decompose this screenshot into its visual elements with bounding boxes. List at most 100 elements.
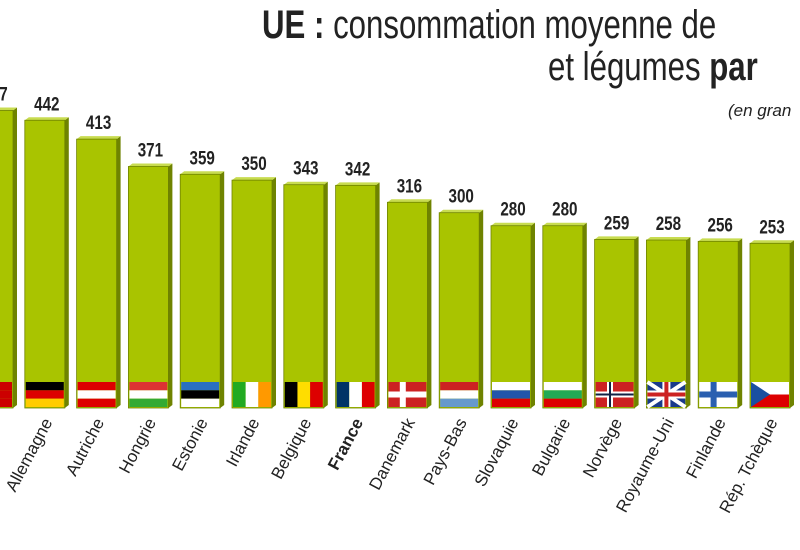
flag-part (25, 398, 64, 407)
value-label: 359 (190, 147, 215, 169)
value-label: 350 (241, 152, 266, 174)
title-line-1: UE : consommation moyenne de (262, 2, 716, 47)
value-label: 259 (604, 212, 629, 234)
flag-part (258, 382, 271, 407)
value-label-wrap: 371 (138, 139, 164, 161)
flag-part (77, 390, 116, 399)
flag-part (310, 382, 323, 407)
value-label-wrap: 413 (86, 111, 111, 133)
value-label: 258 (656, 212, 682, 234)
value-label-wrap: 442 (34, 93, 59, 115)
x-label-wrap: France (324, 415, 367, 473)
x-label-wrap: Slovaquie (471, 415, 523, 490)
x-label-wrap: Finlande (682, 415, 729, 482)
flag (284, 382, 323, 407)
flag (181, 382, 220, 407)
flag-part (25, 382, 64, 391)
bar-top (283, 181, 328, 185)
flag (646, 380, 687, 409)
value-label-wrap: 343 (293, 157, 318, 179)
flag-part (297, 382, 311, 407)
flag-part (129, 398, 168, 407)
bar (24, 119, 66, 409)
x-tick-label: Belgique (267, 415, 315, 482)
x-tick-label: Hongrie (115, 415, 160, 476)
x-label-wrap: Danemark (365, 415, 419, 494)
flag-part (595, 393, 634, 396)
value-label: 256 (708, 214, 733, 236)
x-label-wrap: Estonie (168, 415, 211, 474)
value-label-wrap: 359 (190, 147, 215, 169)
flag (336, 382, 375, 407)
value-label: 316 (397, 175, 422, 197)
flag (129, 382, 168, 407)
bar-side (582, 222, 587, 408)
flag-part (0, 390, 12, 399)
flag-part (245, 382, 259, 407)
flag (492, 382, 530, 407)
title-rest: consommation moyenne de (333, 2, 716, 47)
value-label-wrap: 259 (604, 212, 629, 234)
value-label: 280 (500, 198, 525, 220)
value-label: 371 (138, 139, 164, 161)
bar-side (479, 209, 484, 408)
value-label-wrap: 316 (397, 175, 422, 197)
flag-part (233, 382, 246, 407)
bar-side (116, 136, 121, 408)
flag-part (543, 398, 582, 407)
bar-top (750, 240, 794, 244)
bar (231, 179, 273, 409)
bar (542, 225, 584, 409)
bar (749, 242, 791, 409)
flag (25, 382, 64, 407)
flag-part (181, 398, 220, 407)
value-label-wrap: 350 (241, 152, 266, 174)
flag-part (25, 390, 64, 399)
value-label-wrap: 300 (449, 185, 474, 207)
flag-part (181, 382, 220, 391)
value-label: 457 (0, 83, 8, 105)
flag (543, 382, 582, 407)
flag-part (440, 398, 479, 407)
flag-part (129, 390, 168, 399)
title-line2-bold: par (709, 44, 758, 89)
flag-part (336, 382, 350, 407)
x-label-wrap: Autriche (62, 415, 108, 479)
x-tick-label: Autriche (62, 415, 108, 479)
bar-top (24, 117, 69, 121)
bar-top (232, 177, 276, 181)
bar-top (491, 222, 535, 226)
bar-side (13, 107, 17, 409)
subtitle: (en gran (728, 101, 791, 120)
value-label: 300 (449, 185, 474, 207)
bar (179, 173, 221, 409)
x-label-wrap: Belgique (267, 415, 315, 482)
bar-side (220, 171, 225, 408)
flag (595, 382, 634, 407)
bar (127, 166, 169, 409)
flag-part (0, 382, 12, 391)
x-label-wrap: Bulgarie (528, 415, 574, 479)
x-tick-label: Allemagne (2, 415, 56, 495)
bar-side (634, 236, 639, 408)
bar (76, 138, 117, 409)
x-tick-label: Slovaquie (471, 415, 523, 490)
bar (490, 225, 532, 409)
x-tick-label: Danemark (365, 415, 419, 494)
bar-top (0, 107, 17, 111)
x-tick-label: Estonie (168, 415, 211, 474)
flag-part (543, 390, 582, 399)
flag-part (181, 390, 220, 399)
value-label: 343 (293, 157, 318, 179)
bar-side (738, 238, 743, 408)
flag-part (0, 398, 12, 407)
bar-side (375, 182, 380, 408)
value-label-wrap: 256 (708, 214, 733, 236)
bar-side (272, 177, 276, 408)
flag (0, 382, 12, 407)
bar (283, 184, 325, 409)
flag-part (77, 398, 116, 407)
flag-part (77, 382, 116, 391)
value-label-wrap: 280 (500, 198, 525, 220)
